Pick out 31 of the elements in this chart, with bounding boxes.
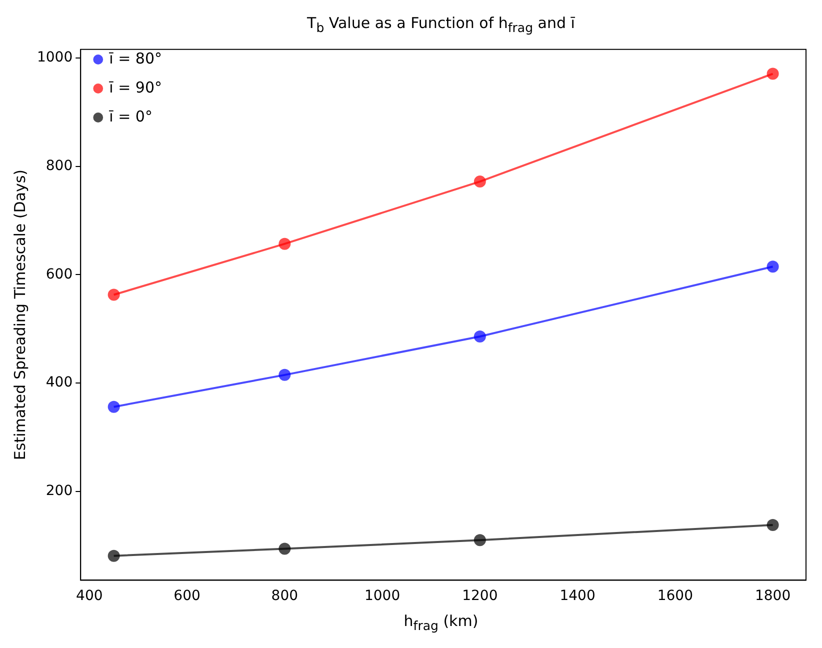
- x-tick-label: 1200: [462, 588, 498, 604]
- point: [474, 534, 486, 546]
- point: [278, 368, 291, 381]
- legend-label: ī = 0°: [108, 107, 152, 126]
- point: [108, 288, 120, 301]
- y-tick-label: 600: [46, 266, 73, 282]
- chart-title: T$_{b}$ Value as a Function of h$_{frag}$ and ī: [306, 13, 576, 37]
- point: [474, 330, 486, 342]
- x-tick-label: 1600: [657, 588, 693, 604]
- y-tick-label: 1000: [36, 50, 73, 66]
- y-tick-label: 200: [46, 483, 73, 500]
- x-tick-label: 400: [76, 588, 103, 604]
- point: [766, 68, 779, 80]
- y-tick-label: 800: [46, 158, 73, 174]
- legend-label: ī = 90°: [108, 78, 162, 96]
- x-tick-label: 800: [271, 588, 298, 604]
- point: [766, 260, 779, 273]
- y-tick-label: 400: [46, 374, 73, 391]
- point: [278, 238, 291, 250]
- x-tick-label: 1800: [754, 588, 791, 604]
- x-tick-label: 600: [174, 588, 200, 604]
- x-axis-title: h$_{frag}$ (km): [402, 612, 480, 633]
- y-axis-title: Estimated Spreading Timescale (Days): [10, 169, 29, 460]
- x-tick-label: 1000: [364, 588, 400, 604]
- x-tick-label: 1400: [560, 588, 596, 604]
- point: [108, 550, 120, 562]
- legend-label: ī = 80°: [108, 49, 162, 68]
- point: [766, 518, 779, 531]
- point: [108, 400, 120, 413]
- point: [278, 542, 291, 555]
- point: [474, 176, 486, 188]
